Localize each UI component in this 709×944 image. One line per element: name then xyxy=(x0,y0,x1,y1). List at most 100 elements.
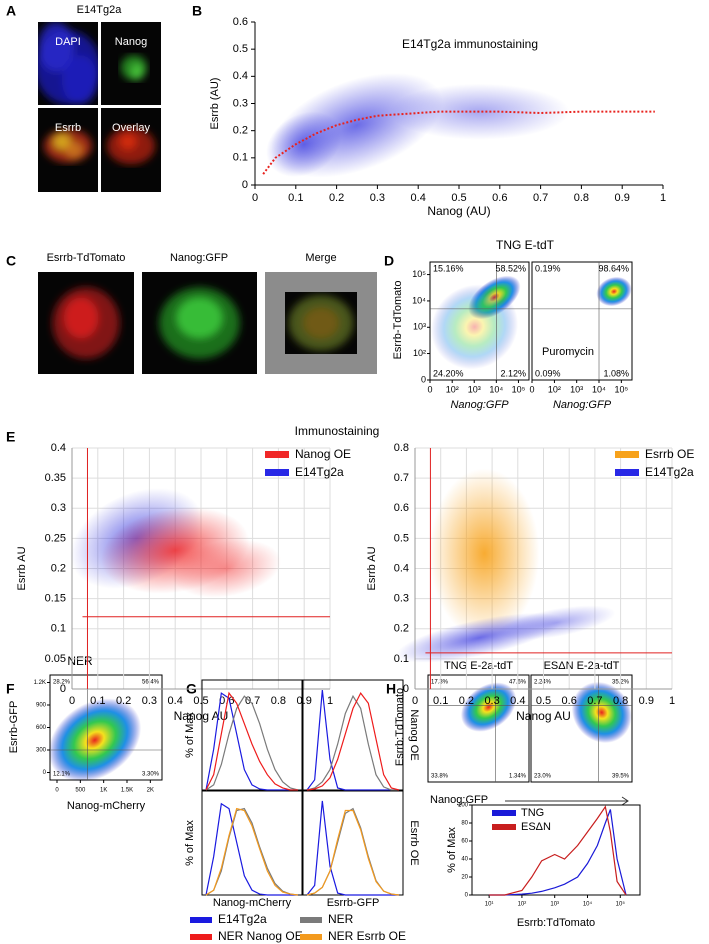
label: F xyxy=(6,681,15,697)
label: 10¹ xyxy=(485,902,494,908)
micrograph-signal xyxy=(38,22,98,105)
label: 20 xyxy=(461,875,468,881)
plot-frame xyxy=(530,674,633,783)
label: 10² xyxy=(413,348,426,358)
label: 1 xyxy=(327,695,333,707)
label: 0.5 xyxy=(451,192,466,204)
image-label: Nanog xyxy=(115,36,147,48)
label: 0.4 xyxy=(51,442,66,454)
label: 1.2K xyxy=(34,680,46,686)
density-cloud xyxy=(429,468,540,639)
quadrant-percent: 17.3% xyxy=(431,680,449,686)
quadrant-percent: 1.34% xyxy=(509,774,527,780)
quadrant-percent: 1.08% xyxy=(603,368,629,378)
label: 0.1 xyxy=(394,653,409,665)
label: Esrrb-GFP xyxy=(327,897,380,909)
label: 0.7 xyxy=(587,695,602,707)
label: 0.8 xyxy=(271,695,286,707)
label: 0.9 xyxy=(639,695,654,707)
label: 0 xyxy=(252,192,258,204)
legend-swatch xyxy=(265,469,289,476)
quadrant-percent: 39.5% xyxy=(612,774,630,780)
plot-frame xyxy=(427,674,530,783)
label: 0.1 xyxy=(51,623,66,635)
label: NER Esrrb OE xyxy=(328,929,406,943)
label: 0.6 xyxy=(233,16,248,28)
label: Nanog:GFP xyxy=(553,399,612,411)
image-label: Overlay xyxy=(112,122,150,134)
label: 0 xyxy=(427,384,432,394)
label: 0.2 xyxy=(116,695,131,707)
label: NER Nanog OE xyxy=(218,929,303,943)
label: 0.9 xyxy=(297,695,312,707)
label: 0.1 xyxy=(90,695,105,707)
label: 10⁵ xyxy=(616,901,626,908)
axis-label: % of Max xyxy=(446,827,458,873)
histogram-curve xyxy=(205,802,298,896)
label: 0.1 xyxy=(288,192,303,204)
label: E xyxy=(6,429,15,445)
density-cloud xyxy=(497,605,616,641)
micrograph-signal xyxy=(107,127,155,165)
histogram-curve xyxy=(306,809,400,896)
label: 0.2 xyxy=(51,562,66,574)
label: E14Tg2a xyxy=(77,4,123,16)
histogram-curve xyxy=(489,809,627,896)
label: 0.3 xyxy=(51,502,66,514)
plot-frame xyxy=(429,261,530,381)
label: 0.25 xyxy=(45,532,66,544)
label: 0 xyxy=(60,683,66,695)
label: 0 xyxy=(421,374,426,384)
label: 10⁵ xyxy=(512,384,526,394)
density-cloud xyxy=(571,681,632,744)
label: ESΔN xyxy=(521,821,551,833)
density-cloud xyxy=(389,83,570,140)
histogram-curve xyxy=(205,692,298,791)
label: 0.6 xyxy=(394,502,409,514)
histogram-curve xyxy=(306,689,399,791)
label: 0.6 xyxy=(492,192,507,204)
label: 10⁵ xyxy=(614,384,628,394)
histogram-curve xyxy=(306,691,400,791)
label: 0.5 xyxy=(394,532,409,544)
label: 0.35 xyxy=(45,472,66,484)
axis-label: Esrrb OE xyxy=(408,820,420,865)
label: 10³ xyxy=(413,322,426,332)
label: 0.4 xyxy=(394,562,409,574)
histogram-curve xyxy=(205,691,298,791)
legend-swatch xyxy=(190,917,212,923)
cell-signal xyxy=(131,63,143,81)
label: 0.4 xyxy=(510,695,525,707)
image-label: Esrrb xyxy=(55,122,81,134)
label: 0.4 xyxy=(411,192,426,204)
label: Nanog (AU) xyxy=(427,204,490,218)
label: 0.6 xyxy=(562,695,577,707)
label: 0 xyxy=(529,384,534,394)
label: 40 xyxy=(461,857,468,863)
label: 1 xyxy=(669,695,675,707)
label: Nanog AU xyxy=(174,709,229,723)
label: NER xyxy=(67,654,93,668)
label: 10⁴ xyxy=(592,384,606,394)
label: 0.5 xyxy=(193,695,208,707)
label: 900 xyxy=(36,703,47,709)
cell-signal xyxy=(119,133,137,151)
legend-swatch xyxy=(300,934,322,940)
label: 10⁴ xyxy=(489,384,503,394)
legend-swatch xyxy=(265,451,289,458)
axis-label: Esrrb (AU) xyxy=(209,78,221,130)
label: 0.3 xyxy=(484,695,499,707)
label: TNG E-2a-tdT xyxy=(444,660,513,672)
label: Nanog:GFP xyxy=(430,794,488,806)
quadrant-percent: 12.1% xyxy=(53,772,71,778)
label: 0.7 xyxy=(245,695,260,707)
label: 0.3 xyxy=(370,192,385,204)
axis-label: % of Max xyxy=(184,820,196,866)
label: 0 xyxy=(69,695,75,707)
axis-label: Esrrb:TdTomato xyxy=(394,688,406,766)
label: Nanog:GFP xyxy=(170,252,228,264)
label: H xyxy=(386,681,396,697)
plot-frame xyxy=(531,261,633,381)
histogram-curve xyxy=(306,800,399,896)
